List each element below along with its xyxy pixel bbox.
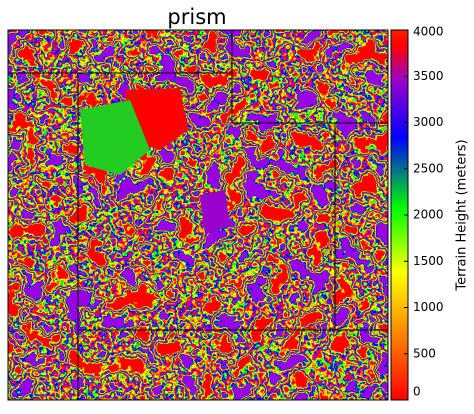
colorbar-tick-label: 4000 <box>413 25 444 39</box>
colorbar-tick-label: 3500 <box>413 69 444 83</box>
colorbar-tick-label: 500 <box>413 346 436 360</box>
colorbar-label: Terrain Height (meters) <box>455 139 470 291</box>
colorbar-tick-label: 2500 <box>413 161 444 175</box>
colorbar-tick-label: 1500 <box>413 254 444 268</box>
colorbar-tick-label: 0 <box>413 385 421 399</box>
colorbar-tick-label: 3000 <box>413 115 444 129</box>
terrain-patch <box>200 190 230 235</box>
colorbar: 0 500 1000 1500 2000 2500 3000 3500 4000 <box>390 25 444 401</box>
map-title: prism <box>167 5 226 29</box>
colorbar-tick-label: 1000 <box>413 300 444 314</box>
state-boundaries <box>8 30 388 400</box>
terrain-raster <box>8 30 388 400</box>
map-area <box>7 29 389 401</box>
colorbar-tick-label: 2000 <box>413 208 444 222</box>
terrain-patch <box>80 100 150 175</box>
map-frame <box>7 29 389 401</box>
